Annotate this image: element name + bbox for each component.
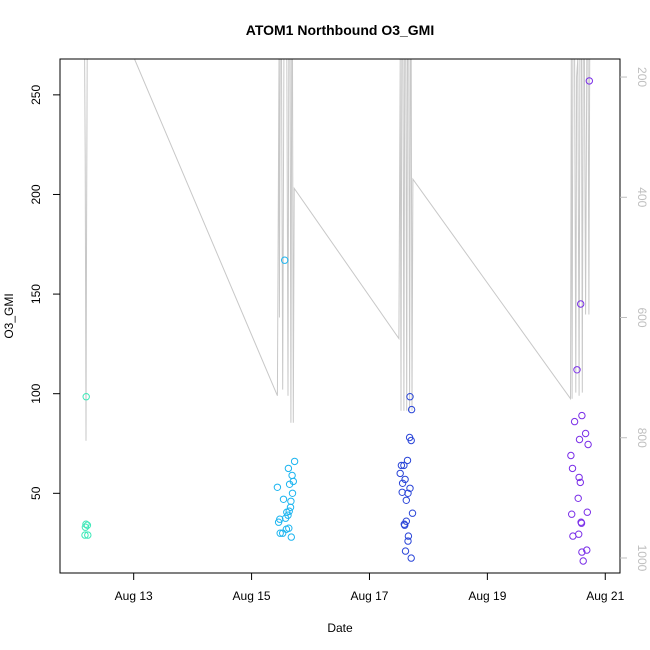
x-axis: Aug 13 Aug 15 Aug 17 Aug 19 Aug 21 (115, 573, 625, 603)
data-point (400, 461, 408, 470)
x-tick-label: Aug 17 (350, 589, 388, 603)
data-point (568, 464, 577, 473)
data-point (274, 518, 283, 526)
y-tick-label: 100 (29, 383, 43, 403)
data-point (81, 531, 89, 539)
pressure-layer (84, 58, 591, 441)
data-point (578, 548, 586, 556)
y2-tick-label: 800 (635, 428, 649, 448)
y2-tick-label: 400 (635, 187, 649, 207)
data-point (290, 457, 299, 466)
data-point (407, 436, 415, 445)
data-point (287, 533, 295, 541)
y-tick-label: 250 (29, 85, 43, 105)
data-point (276, 529, 284, 537)
data-point (585, 77, 593, 85)
y2-axis: 200 400 600 800 1000 (620, 67, 649, 572)
data-point (82, 393, 90, 401)
data-point (574, 494, 582, 502)
data-point (281, 256, 289, 264)
data-point (288, 489, 297, 497)
data-point (406, 484, 414, 492)
data-point (407, 405, 416, 414)
data-point (575, 473, 583, 482)
data-point (402, 496, 410, 504)
data-point (404, 489, 412, 497)
x-axis-label: Date (327, 621, 353, 635)
chart-title: ATOM1 Northbound O3_GMI (246, 22, 434, 38)
data-point (401, 475, 409, 484)
data-point (401, 521, 409, 529)
data-point (577, 300, 585, 308)
plot-frame (59, 58, 621, 574)
data-point (284, 464, 293, 473)
data-point (577, 519, 586, 527)
data-point (84, 531, 92, 539)
data-point (404, 537, 412, 545)
x-tick-label: Aug 19 (468, 589, 506, 603)
points-layer (81, 77, 593, 565)
data-point (579, 557, 587, 565)
data-point (408, 509, 417, 517)
data-point (407, 554, 415, 562)
x-tick-label: Aug 13 (115, 589, 153, 603)
data-point (403, 456, 412, 465)
y-tick-label: 50 (29, 486, 43, 500)
data-point (583, 508, 591, 516)
y2-tick-label: 200 (635, 67, 649, 87)
y-axis-label: O3_GMI (2, 293, 16, 338)
data-point (573, 366, 581, 374)
data-point (396, 469, 404, 478)
y-tick-label: 150 (29, 284, 43, 304)
data-point (398, 479, 407, 487)
data-point (581, 429, 590, 438)
y-tick-label: 200 (29, 184, 43, 204)
data-point (578, 411, 586, 420)
data-point (575, 530, 583, 538)
x-tick-label: Aug 21 (586, 589, 624, 603)
data-point (285, 480, 294, 488)
x-tick-label: Aug 15 (233, 589, 271, 603)
data-point (81, 523, 90, 531)
data-point (279, 495, 288, 503)
data-point (583, 546, 591, 554)
data-point (83, 521, 92, 529)
data-point (584, 440, 592, 449)
data-point (401, 547, 410, 555)
y2-tick-label: 600 (635, 307, 649, 327)
data-point (568, 510, 576, 518)
data-point (397, 461, 406, 470)
data-point (576, 478, 584, 487)
data-point (82, 520, 90, 528)
data-point (279, 529, 287, 537)
pressure-line (84, 58, 591, 441)
y2-tick-label: 1000 (635, 545, 649, 572)
y-axis: 50 100 150 200 250 (29, 85, 60, 500)
data-point (273, 483, 282, 491)
data-point (404, 532, 413, 540)
data-point (575, 435, 584, 444)
data-point (567, 451, 575, 460)
data-point (285, 524, 293, 532)
data-point (406, 393, 414, 401)
data-point (570, 417, 579, 426)
data-point (286, 503, 295, 511)
